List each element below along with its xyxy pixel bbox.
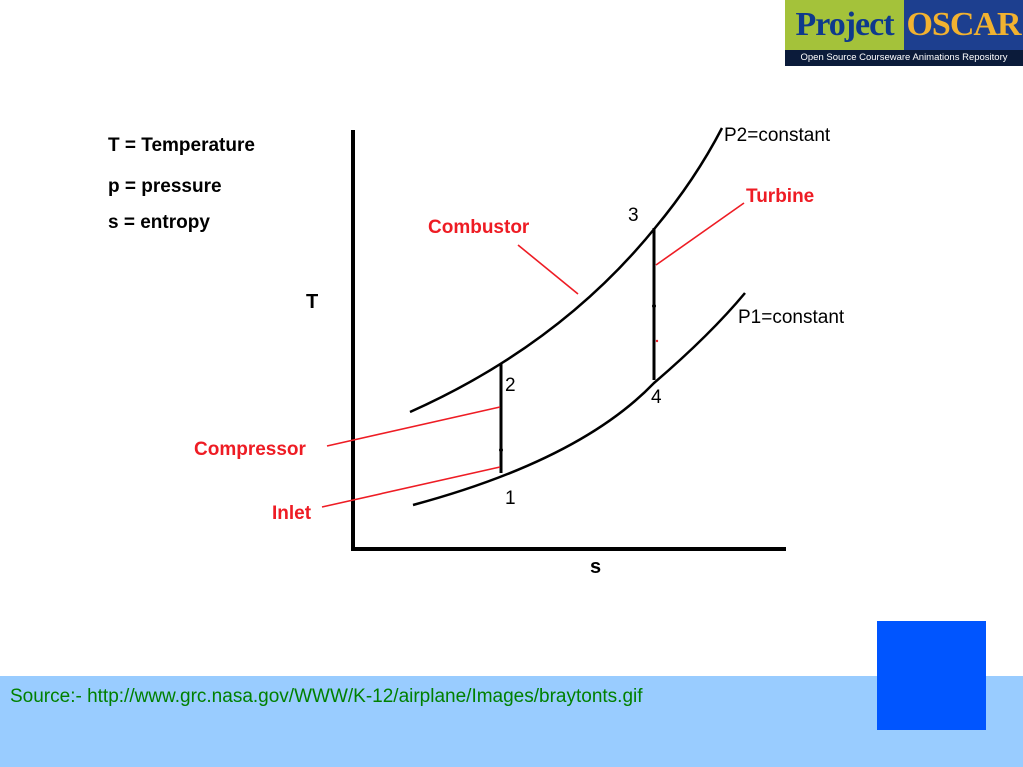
footer-band bbox=[0, 676, 1023, 767]
compressor-label: Compressor bbox=[194, 439, 307, 460]
y-axis-label: T bbox=[306, 291, 318, 313]
inlet-leader bbox=[321, 466, 501, 508]
x-axis-label: s bbox=[590, 556, 601, 578]
decorative-blue-square bbox=[877, 621, 986, 730]
red-dot bbox=[655, 339, 659, 343]
p1-label: P1=constant bbox=[738, 307, 845, 328]
combustor-label: Combustor bbox=[428, 217, 530, 238]
turbine-leader bbox=[655, 202, 745, 266]
source-citation: Source:- http://www.grc.nasa.gov/WWW/K-1… bbox=[10, 686, 643, 707]
p2-constant-curve bbox=[409, 127, 724, 414]
inlet-label: Inlet bbox=[272, 503, 312, 524]
compression-line-tick bbox=[499, 448, 503, 452]
turbine-label: Turbine bbox=[746, 186, 814, 207]
legend-temperature: T = Temperature bbox=[108, 135, 255, 156]
logo-tagline: Open Source Courseware Animations Reposi… bbox=[785, 50, 1023, 66]
legend-entropy: s = entropy bbox=[108, 212, 210, 233]
logo-word-oscar: OSCAR bbox=[904, 0, 1023, 50]
p1-constant-curve bbox=[412, 292, 746, 507]
state-point-3: 3 bbox=[628, 205, 639, 226]
legend-pressure: p = pressure bbox=[108, 176, 222, 197]
state-point-2: 2 bbox=[505, 375, 516, 396]
state-point-1: 1 bbox=[505, 488, 516, 509]
p2-label: P2=constant bbox=[724, 125, 831, 146]
combustor-leader bbox=[517, 244, 579, 295]
expansion-line-tick bbox=[652, 304, 656, 308]
state-point-4: 4 bbox=[651, 387, 662, 408]
brayton-ts-diagram: T = Temperature p = pressure s = entropy… bbox=[108, 125, 845, 578]
compressor-leader bbox=[326, 406, 501, 447]
logo-word-project: Project bbox=[785, 0, 904, 50]
project-oscar-logo: Project OSCAR Open Source Courseware Ani… bbox=[785, 0, 1023, 66]
